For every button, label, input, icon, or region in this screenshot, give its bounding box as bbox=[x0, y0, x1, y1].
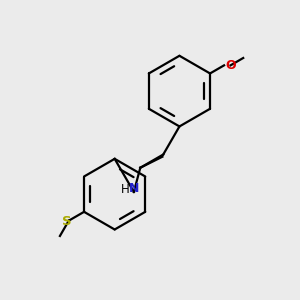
Text: O: O bbox=[226, 59, 236, 72]
Text: N: N bbox=[129, 182, 140, 196]
Text: H: H bbox=[121, 183, 130, 196]
Text: S: S bbox=[62, 215, 72, 228]
